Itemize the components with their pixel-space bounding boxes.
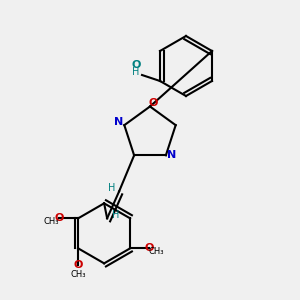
Text: N: N (167, 150, 176, 160)
Text: N: N (114, 117, 123, 127)
Text: O: O (148, 98, 158, 109)
Text: CH₃: CH₃ (149, 247, 164, 256)
Text: O: O (74, 260, 83, 270)
Text: O: O (145, 243, 154, 253)
Text: O: O (54, 213, 64, 223)
Text: CH₃: CH₃ (44, 217, 59, 226)
Text: CH₃: CH₃ (70, 270, 86, 279)
Text: O: O (131, 59, 141, 70)
Text: H: H (112, 210, 120, 220)
Text: H: H (132, 67, 140, 77)
Text: H: H (108, 183, 115, 193)
